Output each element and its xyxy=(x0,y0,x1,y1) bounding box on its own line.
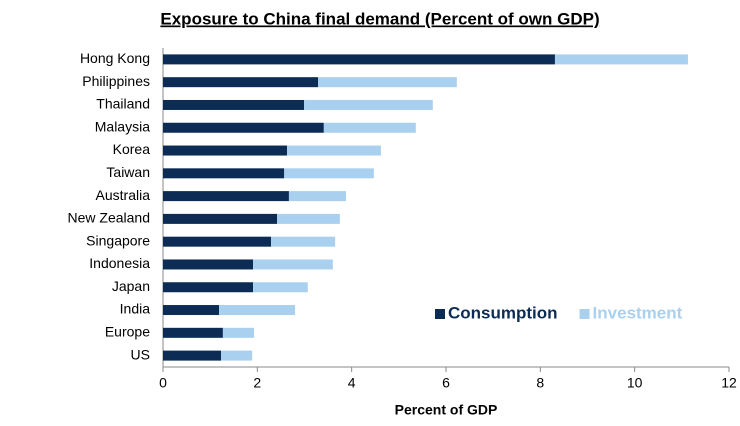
bar-segment xyxy=(163,99,305,110)
bar-segment xyxy=(253,282,308,293)
x-tick-label: 4 xyxy=(348,375,356,391)
y-tick-label: India xyxy=(120,301,151,317)
y-tick-label: Japan xyxy=(112,278,150,294)
bar-segment xyxy=(163,168,285,179)
bar-segment xyxy=(253,259,333,270)
bar-segment xyxy=(287,145,381,156)
bar-segment xyxy=(271,236,336,247)
x-tick-label: 10 xyxy=(627,375,643,391)
legend-label: Investment xyxy=(593,303,683,322)
x-axis-label: Percent of GDP xyxy=(395,402,498,418)
bar-segment xyxy=(323,122,416,133)
x-tick-label: 0 xyxy=(159,375,167,391)
x-tick-label: 8 xyxy=(536,375,544,391)
y-tick-label: Korea xyxy=(113,141,151,157)
x-tick-label: 2 xyxy=(253,375,261,391)
bar-segment xyxy=(163,77,319,88)
legend-swatch xyxy=(435,309,445,319)
y-tick-label: US xyxy=(131,346,150,362)
bar-segment xyxy=(221,350,253,361)
chart-title: Exposure to China final demand (Percent … xyxy=(160,9,599,28)
bar-segment xyxy=(163,236,272,247)
bar-segment xyxy=(163,54,555,65)
y-tick-label: Malaysia xyxy=(95,118,150,134)
bar-segment xyxy=(163,213,278,224)
bar-segment xyxy=(163,305,220,316)
y-tick-label: Australia xyxy=(96,187,151,203)
bar-segment xyxy=(304,99,433,110)
x-tick-label: 6 xyxy=(442,375,450,391)
bar-segment xyxy=(219,305,296,316)
y-tick-label: Hong Kong xyxy=(80,50,150,66)
bar-segment xyxy=(163,191,289,202)
bar-segment xyxy=(163,282,254,293)
bar-segment xyxy=(288,191,347,202)
bar-segment xyxy=(318,77,457,88)
y-tick-label: Philippines xyxy=(82,73,150,89)
y-tick-label: Singapore xyxy=(86,232,150,248)
bar-segment xyxy=(277,213,340,224)
bar-segment xyxy=(163,145,288,156)
bar-segment xyxy=(163,327,223,338)
bar-segment xyxy=(284,168,374,179)
bar-segment xyxy=(554,54,688,65)
y-tick-label: Thailand xyxy=(96,96,150,112)
y-tick-label: Europe xyxy=(105,324,150,340)
y-tick-label: Taiwan xyxy=(106,164,150,180)
legend-label: Consumption xyxy=(448,303,558,322)
legend-swatch xyxy=(579,309,590,319)
y-tick-label: New Zealand xyxy=(68,210,151,226)
bar-segment xyxy=(163,350,222,361)
x-tick-label: 12 xyxy=(721,375,737,391)
bar-segment xyxy=(163,122,324,133)
bar-segment xyxy=(163,259,254,270)
y-tick-label: Indonesia xyxy=(89,255,150,271)
bar-segment xyxy=(222,327,255,338)
